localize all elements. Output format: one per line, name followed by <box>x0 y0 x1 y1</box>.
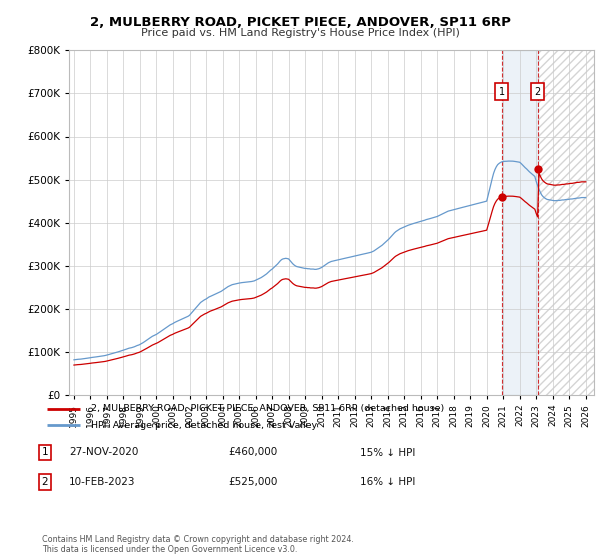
Bar <box>538 50 594 395</box>
Text: £525,000: £525,000 <box>228 477 277 487</box>
Text: 2: 2 <box>535 87 541 97</box>
Text: 16% ↓ HPI: 16% ↓ HPI <box>360 477 415 487</box>
Text: £460,000: £460,000 <box>228 447 277 458</box>
Text: Price paid vs. HM Land Registry's House Price Index (HPI): Price paid vs. HM Land Registry's House … <box>140 28 460 38</box>
Text: HPI: Average price, detached house, Test Valley: HPI: Average price, detached house, Test… <box>91 421 317 430</box>
Text: 27-NOV-2020: 27-NOV-2020 <box>69 447 139 458</box>
Text: 15% ↓ HPI: 15% ↓ HPI <box>360 447 415 458</box>
Text: 1: 1 <box>41 447 49 458</box>
Text: 10-FEB-2023: 10-FEB-2023 <box>69 477 136 487</box>
Bar <box>538 50 594 395</box>
Text: 2: 2 <box>41 477 49 487</box>
Text: 2, MULBERRY ROAD, PICKET PIECE, ANDOVER, SP11 6RP (detached house): 2, MULBERRY ROAD, PICKET PIECE, ANDOVER,… <box>91 404 444 413</box>
Text: Contains HM Land Registry data © Crown copyright and database right 2024.
This d: Contains HM Land Registry data © Crown c… <box>42 535 354 554</box>
Bar <box>502 50 538 395</box>
Text: 2, MULBERRY ROAD, PICKET PIECE, ANDOVER, SP11 6RP: 2, MULBERRY ROAD, PICKET PIECE, ANDOVER,… <box>89 16 511 29</box>
Text: 1: 1 <box>499 87 505 97</box>
